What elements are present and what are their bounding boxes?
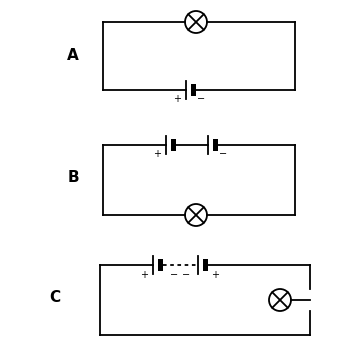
- Text: C: C: [49, 290, 61, 306]
- Text: +: +: [140, 270, 148, 280]
- Bar: [190, 84, 196, 96]
- Text: A: A: [67, 48, 79, 62]
- Bar: [203, 259, 208, 271]
- Bar: [212, 139, 217, 151]
- Bar: [158, 259, 162, 271]
- Text: +: +: [154, 149, 161, 159]
- Text: +: +: [211, 270, 219, 280]
- Text: −: −: [197, 94, 205, 104]
- Text: +: +: [174, 94, 182, 104]
- Text: −: −: [219, 149, 228, 159]
- Text: −: −: [170, 270, 178, 280]
- Text: −: −: [182, 270, 190, 280]
- Bar: [170, 139, 175, 151]
- Text: B: B: [67, 171, 79, 185]
